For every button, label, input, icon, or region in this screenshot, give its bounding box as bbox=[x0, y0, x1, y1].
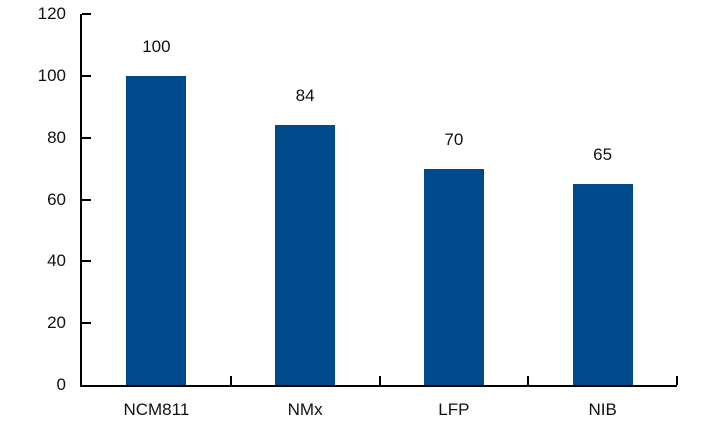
y-tick-label: 100 bbox=[37, 65, 66, 85]
x-tick-label: NCM811 bbox=[123, 400, 190, 419]
y-tick-label: 0 bbox=[56, 375, 66, 394]
x-axis bbox=[80, 385, 677, 387]
bar-value-label: 100 bbox=[142, 37, 171, 56]
y-tick-mark bbox=[82, 260, 91, 263]
x-tick-label: NMx bbox=[287, 400, 323, 419]
y-tick-label: 120 bbox=[37, 4, 66, 23]
y-tick-label: 20 bbox=[47, 313, 66, 333]
x-tick-mark bbox=[229, 376, 232, 385]
x-tick-label: LFP bbox=[438, 400, 470, 419]
x-tick-mark bbox=[676, 376, 678, 385]
y-tick-label: 40 bbox=[47, 251, 66, 271]
y-tick-label: 60 bbox=[47, 189, 66, 209]
bar-value-label: 84 bbox=[295, 86, 315, 105]
y-tick-mark bbox=[82, 74, 91, 77]
bar-value-label: 65 bbox=[593, 145, 613, 164]
y-axis bbox=[80, 14, 82, 387]
bar bbox=[572, 184, 633, 385]
y-tick-mark bbox=[82, 13, 91, 15]
bar bbox=[423, 169, 484, 385]
y-tick-mark bbox=[82, 322, 91, 325]
y-tick-label: 80 bbox=[47, 127, 66, 147]
x-tick-label: NIB bbox=[588, 400, 617, 419]
bar bbox=[126, 76, 187, 385]
y-tick-mark bbox=[82, 198, 91, 201]
x-tick-mark bbox=[527, 376, 530, 385]
x-tick-mark bbox=[378, 376, 381, 385]
bar bbox=[275, 125, 336, 385]
y-tick-mark bbox=[82, 136, 91, 139]
bar-value-label: 70 bbox=[444, 130, 464, 149]
